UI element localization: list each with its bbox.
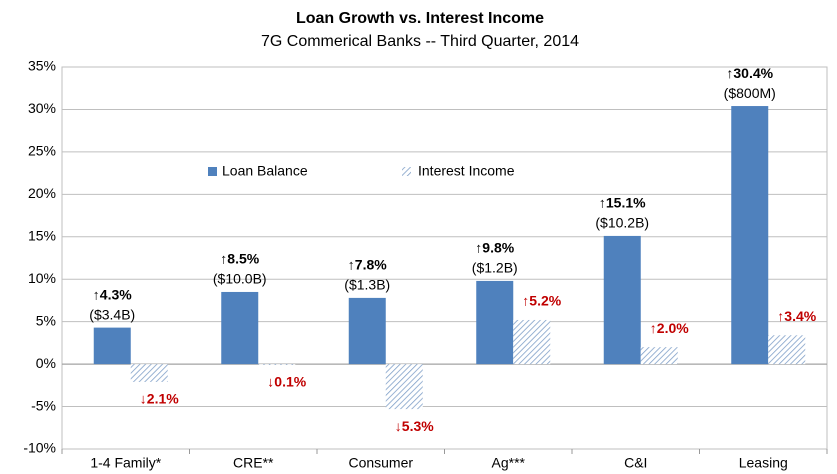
legend-label: Interest Income — [418, 163, 515, 179]
amount-label: ($10.2B) — [595, 215, 649, 231]
bar — [348, 297, 386, 365]
value-label: ↓5.3% — [395, 418, 434, 434]
y-tick-label: 20% — [28, 185, 56, 201]
bar — [476, 280, 514, 365]
bar — [731, 106, 769, 365]
value-label: ↓0.1% — [267, 374, 306, 390]
x-tick-label: 1-4 Family* — [90, 455, 161, 471]
value-label: ↓2.1% — [140, 391, 179, 407]
bar — [258, 364, 296, 365]
bar — [221, 291, 259, 365]
amount-label: ($1.2B) — [472, 260, 518, 276]
chart-title: Loan Growth vs. Interest Income — [296, 10, 544, 27]
x-tick-label: Leasing — [739, 455, 788, 471]
legend-swatch — [402, 167, 411, 176]
y-tick-label: 30% — [28, 100, 56, 116]
value-label: ↑15.1% — [599, 195, 646, 211]
bar — [513, 319, 551, 365]
bar — [768, 335, 806, 365]
bar — [640, 347, 678, 365]
y-tick-label: 15% — [28, 227, 56, 243]
value-label: ↑2.0% — [650, 320, 689, 336]
y-tick-label: 0% — [36, 355, 56, 371]
bar — [93, 327, 131, 365]
value-label: ↑5.2% — [522, 293, 561, 309]
y-tick-label: -10% — [23, 440, 56, 456]
amount-label: ($3.4B) — [89, 306, 135, 322]
y-tick-label: 35% — [28, 58, 56, 74]
y-tick-label: 5% — [36, 312, 56, 328]
chart-subtitle: 7G Commerical Banks -- Third Quarter, 20… — [261, 33, 579, 50]
x-tick-label: Ag*** — [492, 455, 526, 471]
value-label: ↑7.8% — [348, 257, 387, 273]
bar — [603, 235, 641, 365]
value-label: ↑30.4% — [726, 65, 773, 81]
legend-label: Loan Balance — [222, 163, 308, 179]
bar — [130, 364, 168, 382]
y-tick-label: 10% — [28, 270, 56, 286]
x-tick-label: CRE** — [233, 455, 274, 471]
value-label: ↑3.4% — [777, 308, 816, 324]
value-label: ↑4.3% — [93, 286, 132, 302]
x-tick-label: C&I — [624, 455, 647, 471]
amount-label: ($10.0B) — [213, 271, 267, 287]
bar — [385, 364, 423, 410]
y-tick-label: -5% — [31, 397, 56, 413]
value-label: ↑8.5% — [220, 251, 259, 267]
y-tick-label: 25% — [28, 143, 56, 159]
amount-label: ($800M) — [724, 85, 776, 101]
x-tick-label: Consumer — [348, 455, 413, 471]
value-label: ↑9.8% — [475, 240, 514, 256]
legend-swatch — [208, 167, 217, 176]
amount-label: ($1.3B) — [344, 277, 390, 293]
